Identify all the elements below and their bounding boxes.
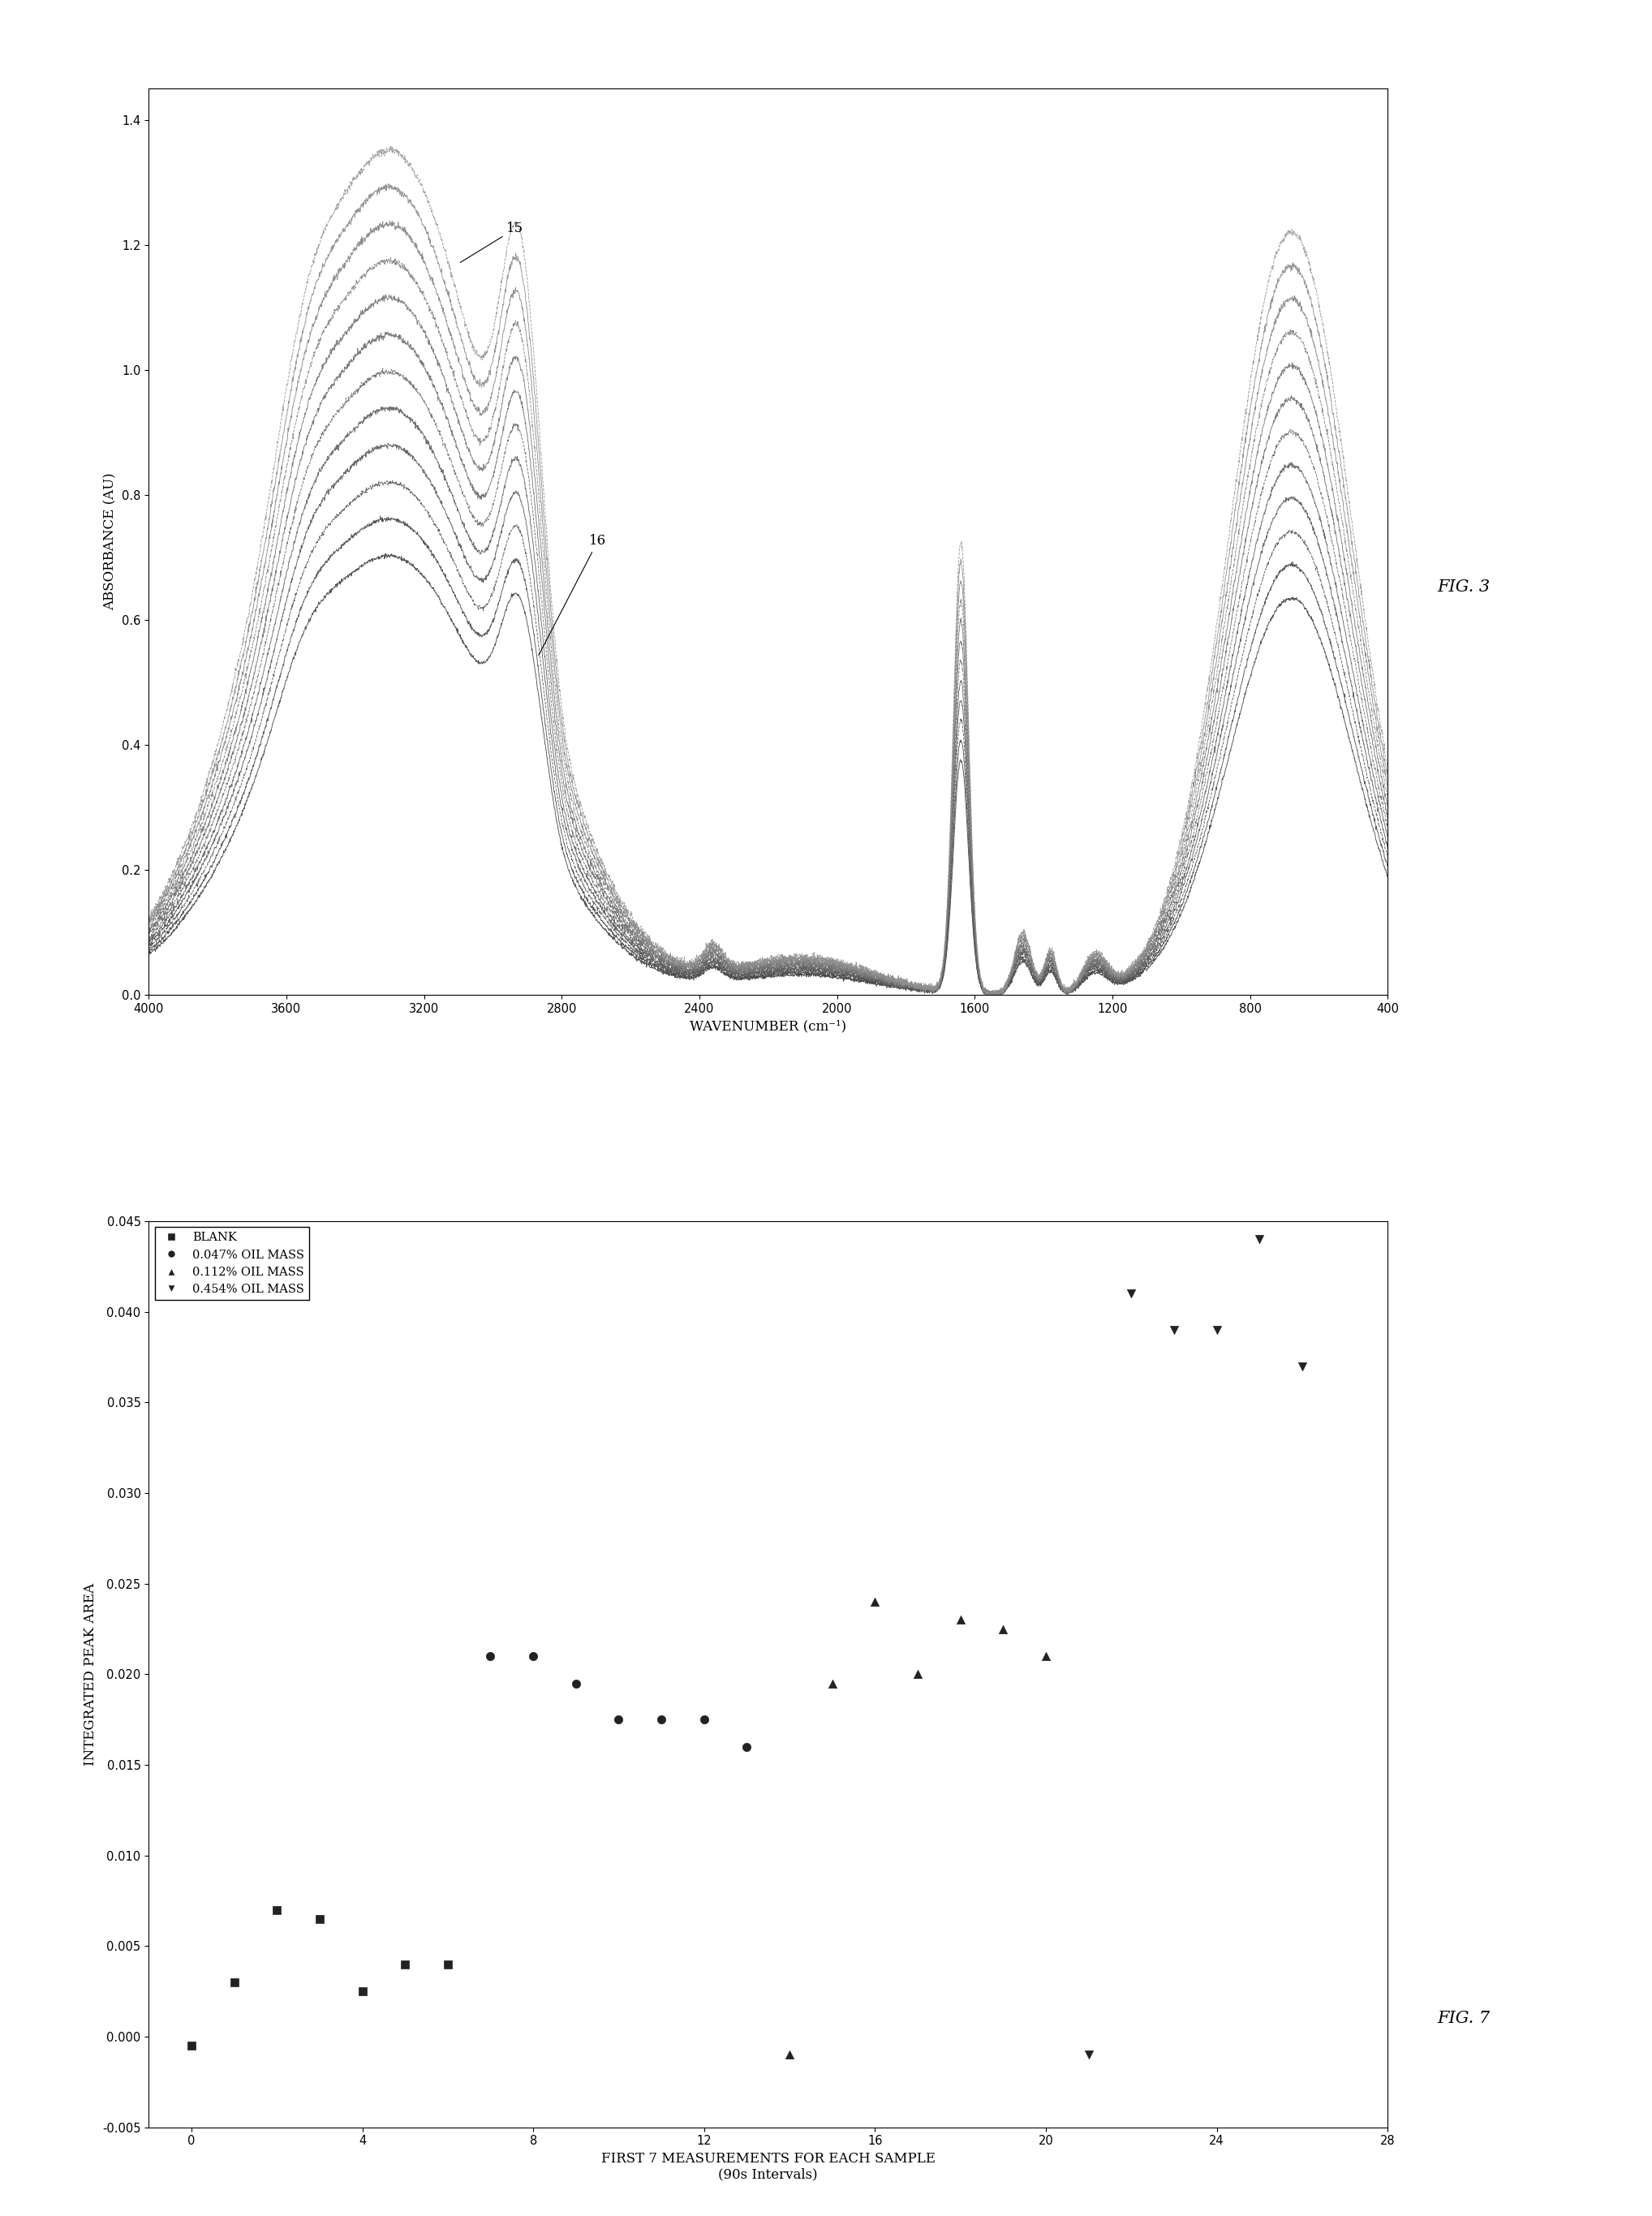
Point: [1075, 2037, 1102, 2072]
Point: [434, 1946, 461, 1981]
Point: [990, 1611, 1016, 1646]
Point: [392, 1946, 418, 1981]
Point: [520, 1638, 547, 1673]
Point: [1289, 1350, 1315, 1385]
Point: [819, 1666, 846, 1702]
Point: [776, 2037, 803, 2072]
Point: [563, 1666, 590, 1702]
Point: [1204, 1312, 1231, 1347]
Y-axis label: ABSORBANCE (AU): ABSORBANCE (AU): [104, 472, 117, 609]
Point: [349, 1974, 375, 2010]
Text: 15: 15: [461, 222, 524, 261]
Point: [306, 1901, 332, 1937]
Point: [691, 1702, 717, 1737]
Point: [733, 1728, 760, 1764]
Point: [178, 2028, 205, 2063]
Point: [947, 1602, 973, 1638]
Point: [648, 1702, 674, 1737]
Point: [905, 1658, 932, 1693]
Y-axis label: INTEGRATED PEAK AREA: INTEGRATED PEAK AREA: [84, 1582, 97, 1766]
Point: [221, 1966, 248, 2001]
Text: FIG. 7: FIG. 7: [1437, 2010, 1490, 2025]
Point: [477, 1638, 504, 1673]
Point: [1161, 1312, 1188, 1347]
Point: [1032, 1638, 1059, 1673]
X-axis label: WAVENUMBER (cm⁻¹): WAVENUMBER (cm⁻¹): [691, 1019, 846, 1033]
Text: FIG. 3: FIG. 3: [1437, 578, 1490, 594]
Point: [1246, 1221, 1272, 1256]
X-axis label: FIRST 7 MEASUREMENTS FOR EACH SAMPLE
(90s Intervals): FIRST 7 MEASUREMENTS FOR EACH SAMPLE (90…: [601, 2152, 935, 2181]
Point: [264, 1892, 291, 1928]
Text: 16: 16: [539, 534, 606, 656]
Point: [862, 1584, 889, 1620]
Legend: BLANK, 0.047% OIL MASS, 0.112% OIL MASS, 0.454% OIL MASS: BLANK, 0.047% OIL MASS, 0.112% OIL MASS,…: [155, 1228, 309, 1301]
Point: [605, 1702, 631, 1737]
Point: [1118, 1276, 1145, 1312]
